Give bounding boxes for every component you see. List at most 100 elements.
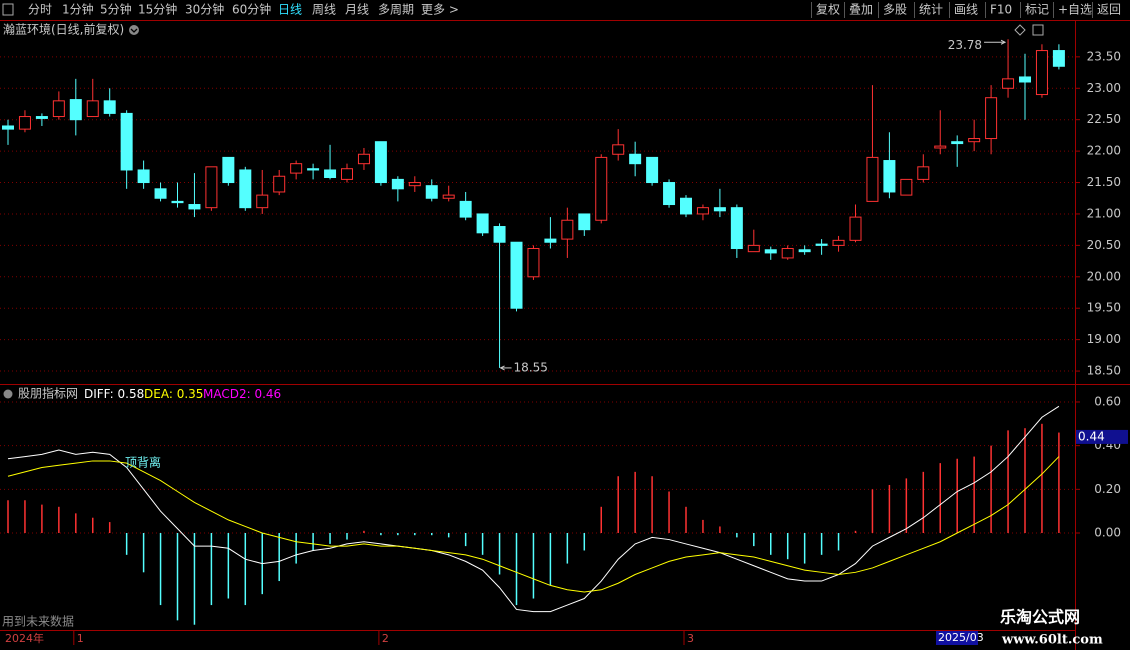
candle-body	[290, 163, 303, 174]
candle-body	[646, 156, 659, 184]
candle-body	[341, 168, 353, 180]
candle-body	[968, 138, 981, 143]
candle-body	[256, 194, 269, 209]
y-tick-label: 21.50	[1087, 175, 1121, 189]
legend-sep: :	[247, 387, 255, 401]
candle-body	[391, 178, 404, 190]
legend-value: 0.46	[254, 387, 281, 401]
toolbar-button[interactable]: 30分钟	[185, 2, 224, 17]
candle-body	[663, 182, 676, 206]
toolbar-button[interactable]: 多周期	[378, 3, 414, 17]
y-tick-label: 0.20	[1094, 482, 1121, 496]
annotation-arrowhead	[499, 365, 505, 371]
toolbar-button[interactable]: 多股	[883, 3, 907, 17]
toolbar-button[interactable]: 60分钟	[232, 2, 271, 17]
candle-body	[781, 248, 794, 259]
candle-body	[747, 244, 760, 253]
cursor-date: 2025/03	[938, 631, 984, 644]
candle-body	[713, 207, 726, 212]
candle-body	[459, 200, 472, 218]
candle-body	[239, 169, 252, 209]
toolbar-button[interactable]: 更多 >	[421, 3, 459, 17]
toolbar-button[interactable]: 复权	[816, 3, 840, 17]
toolbar-button[interactable]: 画线	[954, 3, 978, 17]
candle-body	[510, 241, 523, 309]
toolbar-button[interactable]: 标记	[1025, 3, 1049, 17]
indicator-title: 股朋指标网	[18, 386, 78, 401]
candle-body	[137, 169, 150, 184]
candle-body	[374, 141, 387, 184]
toolbar-icon[interactable]	[2, 3, 14, 16]
y-tick-label: 20.50	[1087, 238, 1121, 252]
y-tick-label: 23.00	[1087, 81, 1121, 95]
candle-body	[849, 216, 862, 241]
candle-body	[951, 141, 964, 145]
legend-value: 0.58	[118, 387, 145, 401]
toolbar-button[interactable]: 15分钟	[138, 2, 177, 17]
watermark-title: 乐淘公式网	[1000, 608, 1080, 627]
candle-body	[222, 156, 235, 184]
candle-body	[188, 204, 201, 210]
candle-body	[1002, 78, 1015, 89]
toolbar-button[interactable]: +自选	[1058, 3, 1092, 17]
candle-body	[120, 112, 133, 171]
candle-body	[357, 153, 370, 165]
toolbar-button[interactable]: 1分钟	[62, 2, 94, 17]
legend-sep: :	[169, 387, 177, 401]
candle-body	[493, 226, 506, 243]
x-tick-label: 1	[77, 632, 84, 645]
candle-body	[934, 145, 947, 149]
candle-body	[798, 249, 811, 253]
candle-body	[900, 178, 913, 196]
panel-icon[interactable]	[1014, 24, 1026, 36]
candle-body	[18, 116, 31, 130]
legend-sep: :	[110, 387, 118, 401]
toolbar-button[interactable]: 统计	[919, 3, 943, 17]
toolbar-button[interactable]: 分时	[28, 3, 52, 17]
candle-body	[154, 188, 167, 199]
candle-body	[171, 200, 184, 204]
candle-body	[307, 168, 320, 171]
y-tick-label: 22.00	[1087, 144, 1121, 158]
candle-body	[730, 207, 743, 250]
candle-body	[35, 116, 48, 119]
toolbar-button[interactable]: F10	[990, 3, 1012, 17]
toolbar-button[interactable]: 日线	[278, 3, 302, 17]
y-tick-label: 21.00	[1087, 206, 1121, 220]
x-tick-label: 2024年	[5, 631, 44, 645]
candle-body	[696, 207, 709, 215]
legend-entry: DEA: 0.35	[144, 387, 203, 401]
candle-body	[86, 100, 99, 118]
x-tick-label: 3	[687, 632, 694, 645]
watermark-url: www.60lt.com	[1001, 633, 1103, 648]
toolbar-button[interactable]: 周线	[312, 3, 336, 17]
annotation: 23.78	[948, 38, 982, 52]
y-tick-label: 0.00	[1094, 526, 1121, 540]
indicator-menu-icon[interactable]	[3, 389, 13, 399]
y-tick-label: 19.50	[1087, 301, 1121, 315]
candle-body	[1035, 50, 1048, 96]
candle-body	[866, 156, 879, 202]
toolbar-button[interactable]: 月线	[345, 3, 369, 17]
y-tick-label: 19.00	[1087, 332, 1121, 346]
y-tick-label: 22.50	[1087, 112, 1121, 126]
cursor-date-box	[936, 631, 978, 645]
macd-line	[7, 456, 1060, 593]
chart-title: 瀚蓝环境(日线,前复权)	[3, 22, 124, 37]
candle-body	[442, 194, 455, 199]
title-menu-arrow	[130, 28, 138, 33]
toolbar-button[interactable]: 返回	[1097, 3, 1121, 17]
candle-body	[764, 249, 777, 254]
title-menu-icon[interactable]	[129, 25, 139, 35]
candle-body	[832, 239, 845, 246]
note: 用到未来数据	[2, 614, 74, 629]
toolbar-button[interactable]: 5分钟	[100, 2, 132, 17]
candle-body	[578, 213, 591, 231]
candle-body	[527, 248, 540, 278]
candle-body	[2, 125, 14, 130]
toolbar-button[interactable]: 叠加	[849, 3, 873, 17]
panel-icon[interactable]	[1032, 24, 1044, 36]
legend-entry: DIFF: 0.58	[84, 387, 144, 401]
